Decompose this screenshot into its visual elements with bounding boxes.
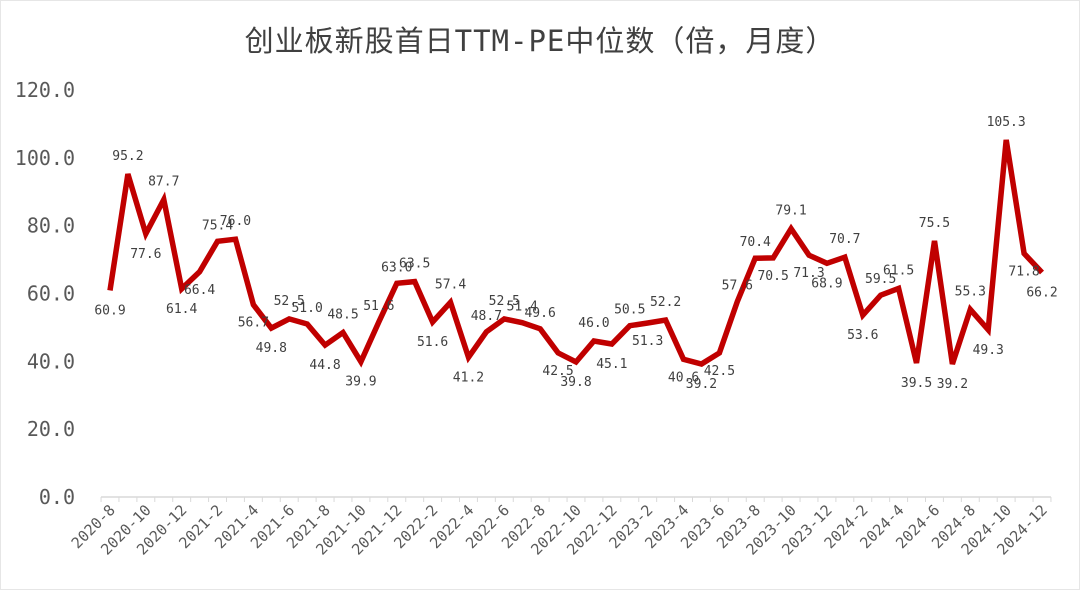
y-tick-label: 100.0 — [15, 146, 75, 170]
data-labels: 60.9 95.2 77.6 87.7 61.4 66.4 75.476.0 56.7 49.8… — [94, 115, 1057, 392]
data-label: 39.2 — [686, 377, 717, 392]
y-tick-label: 40.0 — [27, 349, 75, 373]
data-label: 49.8 — [256, 341, 287, 356]
series-line — [107, 139, 1045, 368]
data-label: 42.5 — [704, 364, 735, 379]
data-label: 70.7 — [829, 232, 860, 247]
data-label: 71.8 — [1008, 264, 1039, 279]
data-label: 51.6 — [363, 299, 394, 314]
data-label: 76.0 — [220, 214, 251, 229]
data-label: 56.7 — [238, 316, 269, 331]
data-label: 49.6 — [524, 306, 555, 321]
data-label: 66.2 — [1026, 285, 1057, 300]
data-label: 42.5 — [542, 364, 573, 379]
data-label: 51.6 — [417, 335, 448, 350]
data-label: 87.7 — [148, 175, 179, 190]
data-label: 49.3 — [973, 343, 1004, 358]
data-label: 59.5 — [865, 272, 896, 287]
y-tick-label: 20.0 — [27, 417, 75, 441]
data-label: 53.6 — [847, 328, 878, 343]
data-label: 57.6 — [722, 279, 753, 294]
y-tick-label: 120.0 — [15, 78, 75, 102]
x-axis: 2020-82020-102020-122021-22021-42021-620… — [68, 496, 1052, 559]
y-tick-label: 60.0 — [27, 282, 75, 306]
data-label: 63.0 — [381, 260, 412, 275]
data-label: 55.3 — [955, 284, 986, 299]
data-label: 39.8 — [560, 375, 591, 390]
data-label: 39.5 — [901, 376, 932, 391]
data-label: 50.5 — [614, 303, 645, 318]
data-label: 71.3 — [793, 266, 824, 281]
data-label: 61.4 — [166, 302, 197, 317]
data-label: 51.3 — [632, 334, 663, 349]
data-label: 41.2 — [453, 370, 484, 385]
data-label: 51.4 — [507, 300, 538, 315]
data-label: 45.1 — [596, 357, 627, 372]
y-tick-label: 80.0 — [27, 214, 75, 238]
data-label: 51.0 — [291, 301, 322, 316]
data-label: 79.1 — [775, 204, 806, 219]
data-label: 52.2 — [650, 295, 681, 310]
data-label: 57.4 — [435, 277, 466, 292]
data-label: 68.9 — [811, 276, 842, 291]
data-label: 66.4 — [184, 283, 215, 298]
y-axis: 0.0 20.0 40.0 60.0 80.0 100.0 120.0 — [15, 78, 75, 509]
data-label: 105.3 — [987, 115, 1026, 130]
data-label: 70.5 — [757, 269, 788, 284]
data-label: 77.6 — [130, 247, 161, 262]
data-label: 44.8 — [309, 358, 340, 373]
y-tick-label: 0.0 — [39, 485, 75, 509]
data-label: 48.5 — [327, 308, 358, 323]
data-label: 60.9 — [94, 303, 125, 318]
data-label: 39.2 — [937, 377, 968, 392]
data-label: 70.4 — [740, 235, 771, 250]
chart-title: 创业板新股首日TTM-PE中位数（倍，月度） — [244, 24, 836, 58]
data-label: 63.5 — [399, 257, 430, 272]
data-label: 39.9 — [345, 375, 376, 390]
data-label: 48.7 — [471, 309, 502, 324]
data-label: 95.2 — [112, 149, 143, 164]
data-label: 40.6 — [668, 370, 699, 385]
data-label: 61.5 — [883, 263, 914, 278]
data-label: 75.5 — [919, 216, 950, 231]
data-label: 52.5 — [274, 294, 305, 309]
data-label: 75.4 — [202, 218, 233, 233]
data-label: 46.0 — [578, 316, 609, 331]
data-label: 52.5 — [489, 294, 520, 309]
